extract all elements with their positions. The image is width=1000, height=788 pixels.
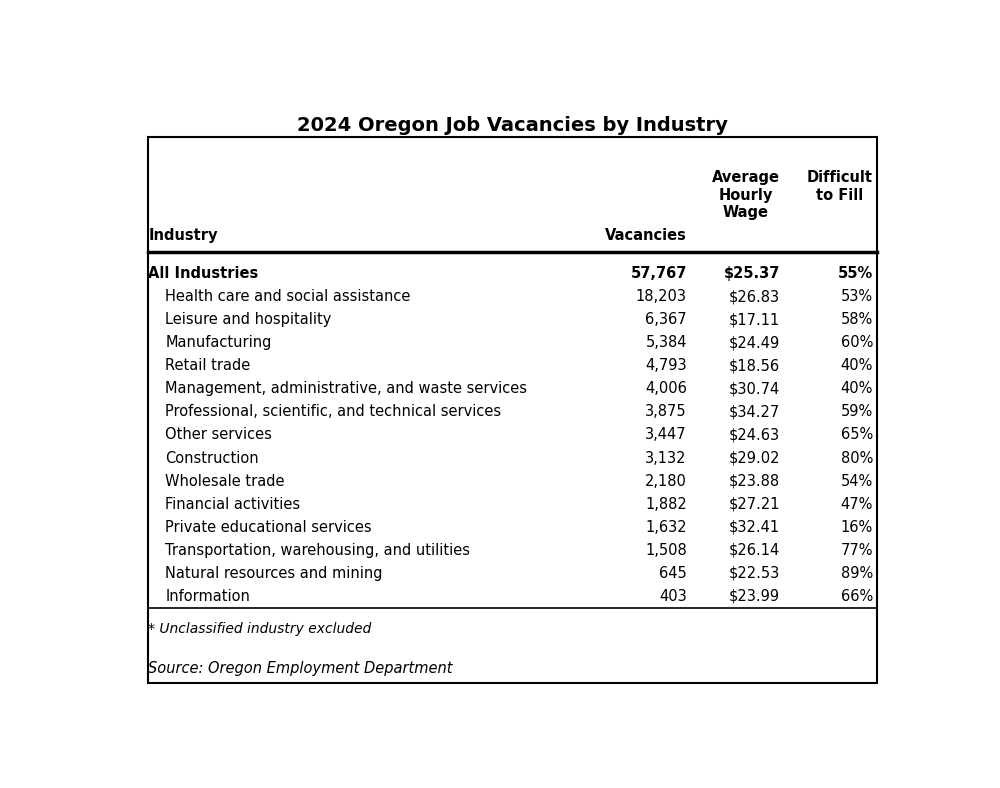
Text: 4,793: 4,793 (645, 359, 687, 374)
Text: $34.27: $34.27 (729, 404, 780, 419)
Text: $17.11: $17.11 (729, 312, 780, 327)
Text: 80%: 80% (840, 451, 873, 466)
Text: 54%: 54% (841, 474, 873, 489)
Text: 66%: 66% (841, 589, 873, 604)
Text: $26.14: $26.14 (729, 543, 780, 558)
Text: Vacancies: Vacancies (605, 229, 687, 243)
Text: Natural resources and mining: Natural resources and mining (165, 566, 383, 581)
Text: 1,882: 1,882 (645, 496, 687, 511)
Text: 1,632: 1,632 (645, 519, 687, 535)
Text: 57,767: 57,767 (631, 266, 687, 281)
Text: 53%: 53% (841, 289, 873, 304)
Text: 2024 Oregon Job Vacancies by Industry: 2024 Oregon Job Vacancies by Industry (297, 116, 728, 135)
Text: Professional, scientific, and technical services: Professional, scientific, and technical … (165, 404, 501, 419)
Text: Information: Information (165, 589, 250, 604)
Text: 3,132: 3,132 (645, 451, 687, 466)
Text: 89%: 89% (841, 566, 873, 581)
Text: 47%: 47% (840, 496, 873, 511)
Text: 40%: 40% (840, 359, 873, 374)
Text: 3,447: 3,447 (645, 427, 687, 442)
Text: $26.83: $26.83 (729, 289, 780, 304)
Text: Other services: Other services (165, 427, 272, 442)
Text: 58%: 58% (841, 312, 873, 327)
Text: $32.41: $32.41 (729, 519, 780, 535)
Text: Transportation, warehousing, and utilities: Transportation, warehousing, and utiliti… (165, 543, 470, 558)
Text: $29.02: $29.02 (728, 451, 780, 466)
Text: 5,384: 5,384 (645, 335, 687, 350)
Text: 18,203: 18,203 (636, 289, 687, 304)
Text: $23.88: $23.88 (729, 474, 780, 489)
Text: Financial activities: Financial activities (165, 496, 300, 511)
Text: Construction: Construction (165, 451, 259, 466)
Text: Source: Oregon Employment Department: Source: Oregon Employment Department (148, 661, 453, 676)
Text: $25.37: $25.37 (724, 266, 780, 281)
Text: $22.53: $22.53 (729, 566, 780, 581)
Text: 40%: 40% (840, 381, 873, 396)
Text: Management, administrative, and waste services: Management, administrative, and waste se… (165, 381, 527, 396)
Text: 59%: 59% (841, 404, 873, 419)
Text: 4,006: 4,006 (645, 381, 687, 396)
Text: Private educational services: Private educational services (165, 519, 372, 535)
Text: $24.63: $24.63 (729, 427, 780, 442)
Text: 16%: 16% (841, 519, 873, 535)
Text: Leisure and hospitality: Leisure and hospitality (165, 312, 332, 327)
Text: Industry: Industry (148, 229, 218, 243)
Text: 645: 645 (659, 566, 687, 581)
Text: Retail trade: Retail trade (165, 359, 251, 374)
Text: Difficult
to Fill: Difficult to Fill (807, 170, 873, 203)
Text: 1,508: 1,508 (645, 543, 687, 558)
Text: $23.99: $23.99 (729, 589, 780, 604)
Text: $30.74: $30.74 (729, 381, 780, 396)
Text: $18.56: $18.56 (729, 359, 780, 374)
Text: 77%: 77% (840, 543, 873, 558)
Text: $27.21: $27.21 (728, 496, 780, 511)
Text: Average
Hourly
Wage: Average Hourly Wage (712, 170, 780, 220)
Text: Wholesale trade: Wholesale trade (165, 474, 285, 489)
Text: 2,180: 2,180 (645, 474, 687, 489)
Text: 3,875: 3,875 (645, 404, 687, 419)
Text: Manufacturing: Manufacturing (165, 335, 272, 350)
Text: 65%: 65% (841, 427, 873, 442)
Text: All Industries: All Industries (148, 266, 258, 281)
Text: 60%: 60% (840, 335, 873, 350)
Text: * Unclassified industry excluded: * Unclassified industry excluded (148, 622, 372, 636)
Text: Health care and social assistance: Health care and social assistance (165, 289, 411, 304)
Text: 55%: 55% (838, 266, 873, 281)
Text: 403: 403 (659, 589, 687, 604)
Text: 6,367: 6,367 (645, 312, 687, 327)
Text: $24.49: $24.49 (729, 335, 780, 350)
